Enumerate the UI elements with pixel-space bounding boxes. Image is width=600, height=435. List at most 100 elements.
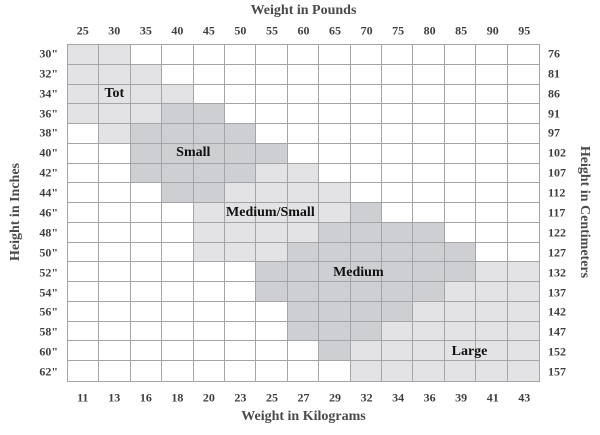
grid-cell xyxy=(413,242,445,263)
grid-cell xyxy=(68,242,100,263)
bottom-tick-36kg: 36 xyxy=(423,390,436,405)
grid-cell xyxy=(224,321,257,342)
grid-cell xyxy=(193,242,225,263)
grid-cell xyxy=(350,341,382,362)
grid-cell xyxy=(99,222,131,243)
grid-cell xyxy=(413,222,445,243)
grid-cell xyxy=(476,262,508,283)
grid-cell xyxy=(99,203,131,223)
top-tick-80lb: 80 xyxy=(423,23,436,38)
grid-cell xyxy=(319,361,351,381)
size-label-small: Small xyxy=(176,145,211,161)
grid-cell xyxy=(256,222,288,243)
grid-cell xyxy=(507,183,539,204)
grid-cell xyxy=(256,183,288,204)
grid-cell xyxy=(256,64,288,85)
grid-cell xyxy=(99,104,131,125)
right-tick-127cm: 127 xyxy=(548,245,566,260)
top-tick-35lb: 35 xyxy=(139,23,152,38)
grid-cell xyxy=(68,104,100,125)
grid-cell xyxy=(162,282,194,302)
grid-cell xyxy=(68,45,100,65)
grid-cell xyxy=(130,301,163,322)
grid-cell xyxy=(130,84,163,105)
grid-cell xyxy=(68,301,100,322)
grid-cell xyxy=(350,163,382,184)
grid-cell xyxy=(413,321,445,342)
grid-cell xyxy=(99,361,131,381)
grid-cell xyxy=(381,341,414,362)
grid-cell xyxy=(256,84,288,105)
grid-cell xyxy=(507,143,539,164)
grid-cell xyxy=(413,104,445,125)
grid-cell xyxy=(413,203,445,223)
grid-cell xyxy=(130,183,163,204)
grid-cell xyxy=(130,45,163,65)
grid-cell xyxy=(99,282,131,302)
grid-cell xyxy=(68,222,100,243)
grid-cell xyxy=(476,321,508,342)
grid-cell xyxy=(68,163,100,184)
size-label-tot: Tot xyxy=(104,85,125,101)
grid-cell xyxy=(256,203,288,223)
grid-cell xyxy=(381,163,414,184)
grid-cell xyxy=(256,341,288,362)
grid-cell xyxy=(287,321,320,342)
grid-cell xyxy=(319,282,351,302)
grid-cell xyxy=(319,203,351,223)
left-axis-title: Height in Inches xyxy=(8,162,23,262)
grid-cell xyxy=(68,282,100,302)
bottom-tick-13kg: 13 xyxy=(108,390,121,405)
grid-cell xyxy=(507,104,539,125)
grid-cell xyxy=(130,163,163,184)
grid-cell xyxy=(381,361,414,381)
grid-cell xyxy=(99,124,131,144)
grid-cell xyxy=(130,104,163,125)
bottom-tick-16kg: 16 xyxy=(139,390,152,405)
grid-cell xyxy=(350,84,382,105)
grid-cell xyxy=(476,124,508,144)
grid-cell xyxy=(381,203,414,223)
grid-cell xyxy=(444,143,477,164)
grid-cell xyxy=(444,104,477,125)
grid-cell xyxy=(193,222,225,243)
grid-cell xyxy=(68,64,100,85)
right-tick-152cm: 152 xyxy=(548,344,566,359)
grid-cell xyxy=(413,341,445,362)
grid-cell xyxy=(130,64,163,85)
grid-cell xyxy=(224,262,257,283)
top-tick-95lb: 95 xyxy=(518,23,531,38)
grid-cell xyxy=(68,143,100,164)
grid-cell xyxy=(444,183,477,204)
grid-cell xyxy=(287,124,320,144)
grid-cell xyxy=(287,222,320,243)
left-tick-15: 58" xyxy=(39,324,58,339)
bottom-tick-25kg: 25 xyxy=(265,390,278,405)
grid-cell xyxy=(381,64,414,85)
right-tick-117cm: 117 xyxy=(548,205,566,220)
top-tick-65lb: 65 xyxy=(329,23,342,38)
grid-cell xyxy=(350,242,382,263)
grid-cell xyxy=(444,301,477,322)
grid-cell xyxy=(256,301,288,322)
grid-cell xyxy=(256,124,288,144)
grid-cell xyxy=(444,64,477,85)
grid-cell xyxy=(162,301,194,322)
grid-cell xyxy=(256,163,288,184)
grid-cell xyxy=(224,282,257,302)
grid-cell xyxy=(507,124,539,144)
grid-cell xyxy=(413,143,445,164)
grid-cell xyxy=(162,104,194,125)
grid-cell xyxy=(350,301,382,322)
grid-cell xyxy=(413,124,445,144)
right-tick-81cm: 81 xyxy=(548,66,560,81)
grid-cell xyxy=(224,203,257,223)
grid-cell xyxy=(319,163,351,184)
grid-cell xyxy=(350,104,382,125)
grid-cell xyxy=(162,341,194,362)
grid-cell xyxy=(68,183,100,204)
right-tick-112cm: 112 xyxy=(548,185,566,200)
top-tick-30lb: 30 xyxy=(108,23,121,38)
grid-cell xyxy=(193,321,225,342)
size-label-medium: Medium xyxy=(333,264,384,280)
